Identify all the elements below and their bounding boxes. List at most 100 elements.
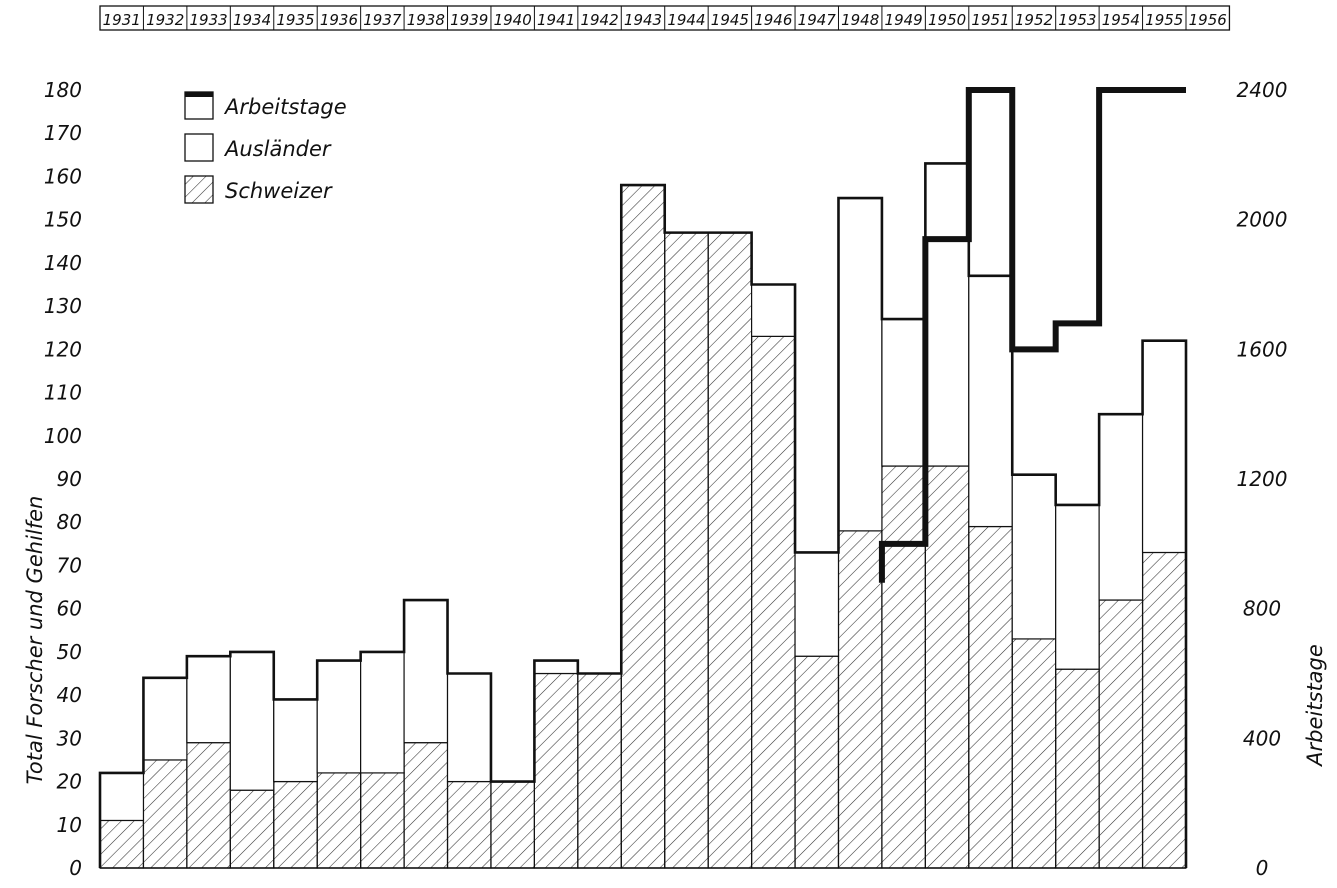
year-label-1948: 1948 (841, 11, 879, 29)
year-label-1952: 1952 (1015, 11, 1053, 29)
bar-auslaender-1949 (881, 318, 926, 467)
bar-schweizer-1942 (577, 672, 622, 869)
bar-auslaender-1946 (750, 283, 796, 337)
legend-swatch-schweizer (184, 175, 214, 204)
bar-schweizer-1945 (707, 232, 753, 869)
year-label-1933: 1933 (190, 11, 228, 29)
y-tick-left-170: 170 (44, 121, 82, 145)
bar-schweizer-1938 (403, 742, 449, 869)
bar-auslaender-1955 (1141, 340, 1187, 554)
bar-schweizer-1953 (1055, 668, 1100, 869)
bar-schweizer-1932 (142, 759, 188, 869)
bar-auslaender-1951 (968, 275, 1013, 528)
bar-schweizer-1934 (229, 789, 275, 869)
bar-auslaender-1952 (1011, 474, 1057, 640)
year-label-1939: 1939 (450, 11, 488, 29)
y-tick-right-2000: 2000 (1237, 208, 1288, 232)
y-axis-title-left: Total Forscher und Gehilfen (23, 496, 47, 785)
y-tick-left-60: 60 (57, 597, 82, 621)
bar-schweizer-1944 (664, 232, 709, 869)
year-label-1949: 1949 (885, 11, 923, 29)
total-outline (98, 162, 1188, 868)
y-tick-left-150: 150 (44, 208, 82, 232)
year-label-1945: 1945 (711, 11, 749, 29)
bar-auslaender-1941 (533, 659, 579, 675)
bar-auslaender-1950 (924, 162, 970, 467)
legend: Arbeitstage Ausländer Schweizer (184, 91, 347, 204)
bars-layer (98, 162, 1188, 869)
year-header: 1931 1932 1933 1934 1935 1936 1937 1938 1939 1940… (99, 5, 1231, 31)
y-tick-left-180: 180 (44, 78, 82, 102)
bar-auslaender-1936 (316, 659, 362, 774)
year-label-1953: 1953 (1058, 11, 1096, 29)
year-label-1940: 1940 (494, 11, 532, 29)
bar-schweizer-1952 (1011, 638, 1057, 869)
y-tick-right-1600: 1600 (1237, 337, 1288, 361)
y-tick-left-160: 160 (44, 164, 82, 188)
y-tick-left-30: 30 (57, 726, 82, 750)
bar-schweizer-1950 (924, 465, 970, 869)
y-tick-left-20: 20 (57, 770, 82, 794)
y-axis-title-right: Arbeitstage (1303, 644, 1327, 768)
bar-auslaender-1933 (186, 655, 231, 744)
bar-schweizer-1955 (1141, 551, 1187, 869)
year-label-1956: 1956 (1189, 11, 1227, 29)
y-tick-left-140: 140 (44, 251, 82, 275)
year-label-1938: 1938 (407, 11, 445, 29)
bar-schweizer-1948 (837, 530, 883, 869)
year-label-1944: 1944 (667, 11, 705, 29)
y-tick-left-40: 40 (57, 683, 82, 707)
bar-auslaender-1954 (1098, 413, 1144, 601)
bar-schweizer-1941 (533, 672, 579, 869)
y-tick-left-80: 80 (57, 510, 82, 534)
year-label-1947: 1947 (798, 11, 837, 29)
bar-auslaender-1932 (142, 677, 188, 761)
right-axis: 0 400 800 1200 1600 2000 2400 (1237, 78, 1288, 880)
legend-label-ausländer: Ausländer (223, 137, 332, 161)
y-tick-right-800: 800 (1243, 597, 1281, 621)
y-tick-left-90: 90 (57, 467, 82, 491)
year-label-1946: 1946 (754, 11, 792, 29)
y-tick-left-70: 70 (57, 553, 82, 577)
bar-schweizer-1935 (273, 780, 318, 869)
bar-auslaender-1934 (229, 651, 275, 791)
y-tick-right-400: 400 (1243, 726, 1281, 750)
bar-auslaender-1939 (446, 672, 492, 783)
year-label-1932: 1932 (146, 11, 184, 29)
y-tick-left-50: 50 (57, 640, 82, 664)
year-label-1936: 1936 (320, 11, 358, 29)
year-label-1937: 1937 (363, 11, 402, 29)
year-label-1942: 1942 (580, 11, 618, 29)
year-label-1931: 1931 (103, 11, 141, 29)
y-tick-left-130: 130 (44, 294, 82, 318)
year-label-1935: 1935 (276, 11, 314, 29)
left-axis: 0 10 20 30 40 50 60 70 80 90 100 110 120 130 140 150 160… (44, 78, 82, 880)
legend-label-arbeitstage: Arbeitstage (223, 95, 347, 119)
bar-auslaender-1948 (837, 197, 883, 532)
y-tick-left-110: 110 (44, 381, 82, 405)
bar-schweizer-1936 (316, 772, 362, 869)
year-label-1954: 1954 (1102, 11, 1140, 29)
y-tick-right-2400: 2400 (1237, 78, 1288, 102)
bar-auslaender-1953 (1055, 504, 1100, 670)
y-tick-left-0: 0 (69, 856, 82, 880)
y-tick-right-0: 0 (1256, 856, 1269, 880)
bar-schweizer-1937 (360, 772, 405, 869)
bar-auslaender-1935 (273, 698, 318, 783)
y-tick-left-10: 10 (57, 813, 82, 837)
bar-schweizer-1933 (186, 742, 231, 869)
bar-schweizer-1943 (620, 184, 666, 869)
bar-schweizer-1931 (99, 819, 145, 869)
year-label-1955: 1955 (1145, 11, 1183, 29)
y-tick-left-100: 100 (44, 424, 82, 448)
year-label-1941: 1941 (537, 11, 575, 29)
bar-schweizer-1954 (1098, 599, 1144, 869)
y-tick-right-1200: 1200 (1237, 467, 1288, 491)
year-label-1951: 1951 (971, 11, 1009, 29)
year-label-1934: 1934 (233, 11, 271, 29)
bar-auslaender-1938 (403, 599, 449, 744)
arbeitstage-layer (878, 87, 1186, 583)
legend-swatch-arbeitstage-bar (185, 92, 213, 97)
legend-swatch-ausländer (184, 133, 214, 162)
